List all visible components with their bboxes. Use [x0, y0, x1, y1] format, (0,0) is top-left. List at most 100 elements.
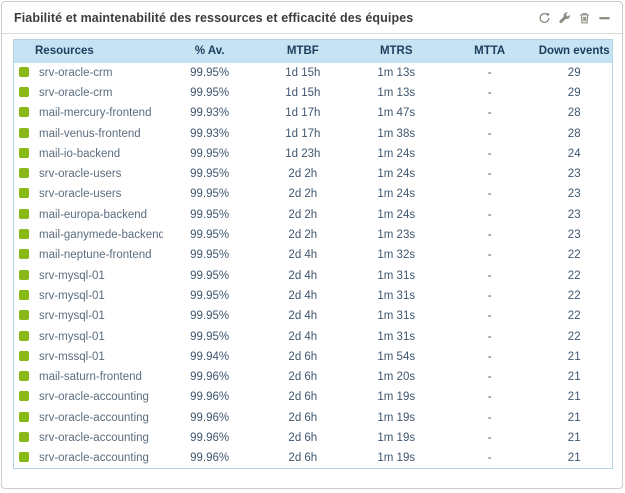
- status-ok-icon: [19, 391, 29, 402]
- status-ok-icon: [19, 411, 29, 422]
- resource-name: srv-oracle-users: [39, 188, 122, 201]
- mtrs-cell: 1m 19s: [377, 452, 416, 465]
- resource-name: srv-oracle-users: [39, 168, 122, 181]
- down-events-cell: 23: [567, 208, 581, 221]
- availability-cell: 99.93%: [190, 107, 230, 120]
- resource-cell: srv-oracle-accounting: [14, 408, 164, 428]
- mtta-cell: -: [487, 127, 492, 140]
- widget-header: Fiabilité et maintenabilité des ressourc…: [2, 2, 622, 34]
- availability-cell: 99.96%: [190, 431, 230, 444]
- table-row: srv-oracle-crm 99.95% 1d 15h 1m 13s - 29: [14, 83, 613, 103]
- mtrs-cell: 1m 13s: [377, 86, 416, 99]
- wrench-icon: [559, 11, 571, 23]
- column-header-availability[interactable]: % Av.: [163, 39, 257, 63]
- mtta-cell: -: [487, 229, 492, 242]
- mtbf-cell: 2d 4h: [288, 310, 318, 323]
- status-ok-icon: [19, 127, 29, 138]
- table-body: srv-oracle-crm 99.95% 1d 15h 1m 13s - 29…: [14, 63, 613, 469]
- down-events-cell: 29: [567, 86, 581, 99]
- table-row: mail-europa-backend 99.95% 2d 2h 1m 24s …: [14, 205, 613, 225]
- column-header-down-events[interactable]: Down events: [536, 39, 613, 63]
- mtta-cell: -: [487, 431, 492, 444]
- mtta-cell: -: [487, 350, 492, 363]
- status-ok-icon: [19, 452, 29, 463]
- status-ok-icon: [19, 147, 29, 158]
- status-ok-icon: [19, 431, 29, 442]
- trash-icon: [580, 12, 589, 23]
- availability-cell: 99.93%: [190, 127, 230, 140]
- delete-button[interactable]: [577, 10, 592, 25]
- availability-cell: 99.95%: [190, 330, 230, 343]
- column-header-mtrs[interactable]: MTRS: [349, 39, 443, 63]
- table-row: srv-oracle-users 99.95% 2d 2h 1m 24s - 2…: [14, 184, 613, 204]
- refresh-button[interactable]: [537, 10, 552, 25]
- column-header-mtbf[interactable]: MTBF: [256, 39, 350, 63]
- down-events-cell: 22: [567, 310, 581, 323]
- down-events-cell: 28: [567, 107, 581, 120]
- resource-name: srv-mysql-01: [39, 330, 105, 343]
- mtrs-cell: 1m 31s: [377, 289, 416, 302]
- column-header-resources[interactable]: Resources: [13, 39, 164, 63]
- down-events-cell: 23: [567, 229, 581, 242]
- down-events-cell: 21: [567, 391, 581, 404]
- resource-cell: srv-oracle-crm: [14, 63, 164, 83]
- availability-cell: 99.95%: [190, 147, 230, 160]
- status-ok-icon: [19, 229, 29, 240]
- mtrs-cell: 1m 24s: [377, 147, 416, 160]
- mtta-cell: -: [487, 269, 492, 282]
- refresh-icon: [539, 12, 550, 23]
- configure-button[interactable]: [557, 10, 572, 25]
- table-header-row: Resources % Av. MTBF MTRS MTTA Down even…: [13, 39, 613, 63]
- resource-cell: mail-neptune-frontend: [14, 245, 164, 265]
- collapse-button[interactable]: [597, 10, 612, 25]
- mtbf-cell: 2d 2h: [288, 188, 318, 201]
- mtbf-cell: 2d 6h: [288, 411, 318, 424]
- resource-name: mail-ganymede-backend: [39, 229, 164, 242]
- status-ok-icon: [19, 188, 29, 199]
- table-row: srv-mysql-01 99.95% 2d 4h 1m 31s - 22: [14, 306, 613, 326]
- down-events-cell: 23: [567, 188, 581, 201]
- availability-cell: 99.96%: [190, 452, 230, 465]
- widget-body: Resources % Av. MTBF MTRS MTTA Down even…: [2, 34, 622, 469]
- status-ok-icon: [19, 371, 29, 382]
- resource-name: srv-oracle-accounting: [39, 431, 149, 444]
- mtbf-cell: 2d 2h: [288, 229, 318, 242]
- mtbf-cell: 1d 15h: [285, 66, 321, 79]
- resource-cell: mail-io-backend: [14, 144, 164, 164]
- resource-cell: srv-mysql-01: [14, 306, 164, 326]
- column-header-mtta[interactable]: MTTA: [442, 39, 537, 63]
- resource-cell: srv-mysql-01: [14, 326, 164, 346]
- mtrs-cell: 1m 13s: [377, 66, 416, 79]
- resource-cell: srv-oracle-accounting: [14, 428, 164, 448]
- mtta-cell: -: [487, 168, 492, 181]
- resources-table: Resources % Av. MTBF MTRS MTTA Down even…: [13, 39, 613, 469]
- mtbf-cell: 2d 4h: [288, 330, 318, 343]
- table-row: mail-neptune-frontend 99.95% 2d 4h 1m 32…: [14, 245, 613, 265]
- down-events-cell: 22: [567, 289, 581, 302]
- down-events-cell: 21: [567, 452, 581, 465]
- down-events-cell: 21: [567, 411, 581, 424]
- status-ok-icon: [19, 350, 29, 361]
- mtrs-cell: 1m 31s: [377, 269, 416, 282]
- table-row: srv-mssql-01 99.94% 2d 6h 1m 54s - 21: [14, 347, 613, 367]
- resource-cell: srv-oracle-users: [14, 164, 164, 184]
- status-ok-icon: [19, 289, 29, 300]
- mtta-cell: -: [487, 208, 492, 221]
- table-row: srv-oracle-accounting 99.96% 2d 6h 1m 19…: [14, 448, 613, 468]
- down-events-cell: 23: [567, 168, 581, 181]
- mtta-cell: -: [487, 107, 492, 120]
- mtrs-cell: 1m 38s: [377, 127, 416, 140]
- availability-cell: 99.95%: [190, 168, 230, 181]
- availability-cell: 99.95%: [190, 208, 230, 221]
- mtbf-cell: 2d 6h: [288, 371, 318, 384]
- mtbf-cell: 2d 6h: [288, 391, 318, 404]
- resource-name: mail-europa-backend: [39, 208, 148, 221]
- availability-cell: 99.95%: [190, 249, 230, 262]
- mtrs-cell: 1m 24s: [377, 168, 416, 181]
- mtrs-cell: 1m 54s: [377, 350, 416, 363]
- resource-name: srv-oracle-accounting: [39, 452, 149, 465]
- widget-title: Fiabilité et maintenabilité des ressourc…: [14, 10, 414, 25]
- mtta-cell: -: [487, 86, 492, 99]
- resource-cell: mail-venus-frontend: [14, 123, 164, 143]
- mtrs-cell: 1m 32s: [377, 249, 416, 262]
